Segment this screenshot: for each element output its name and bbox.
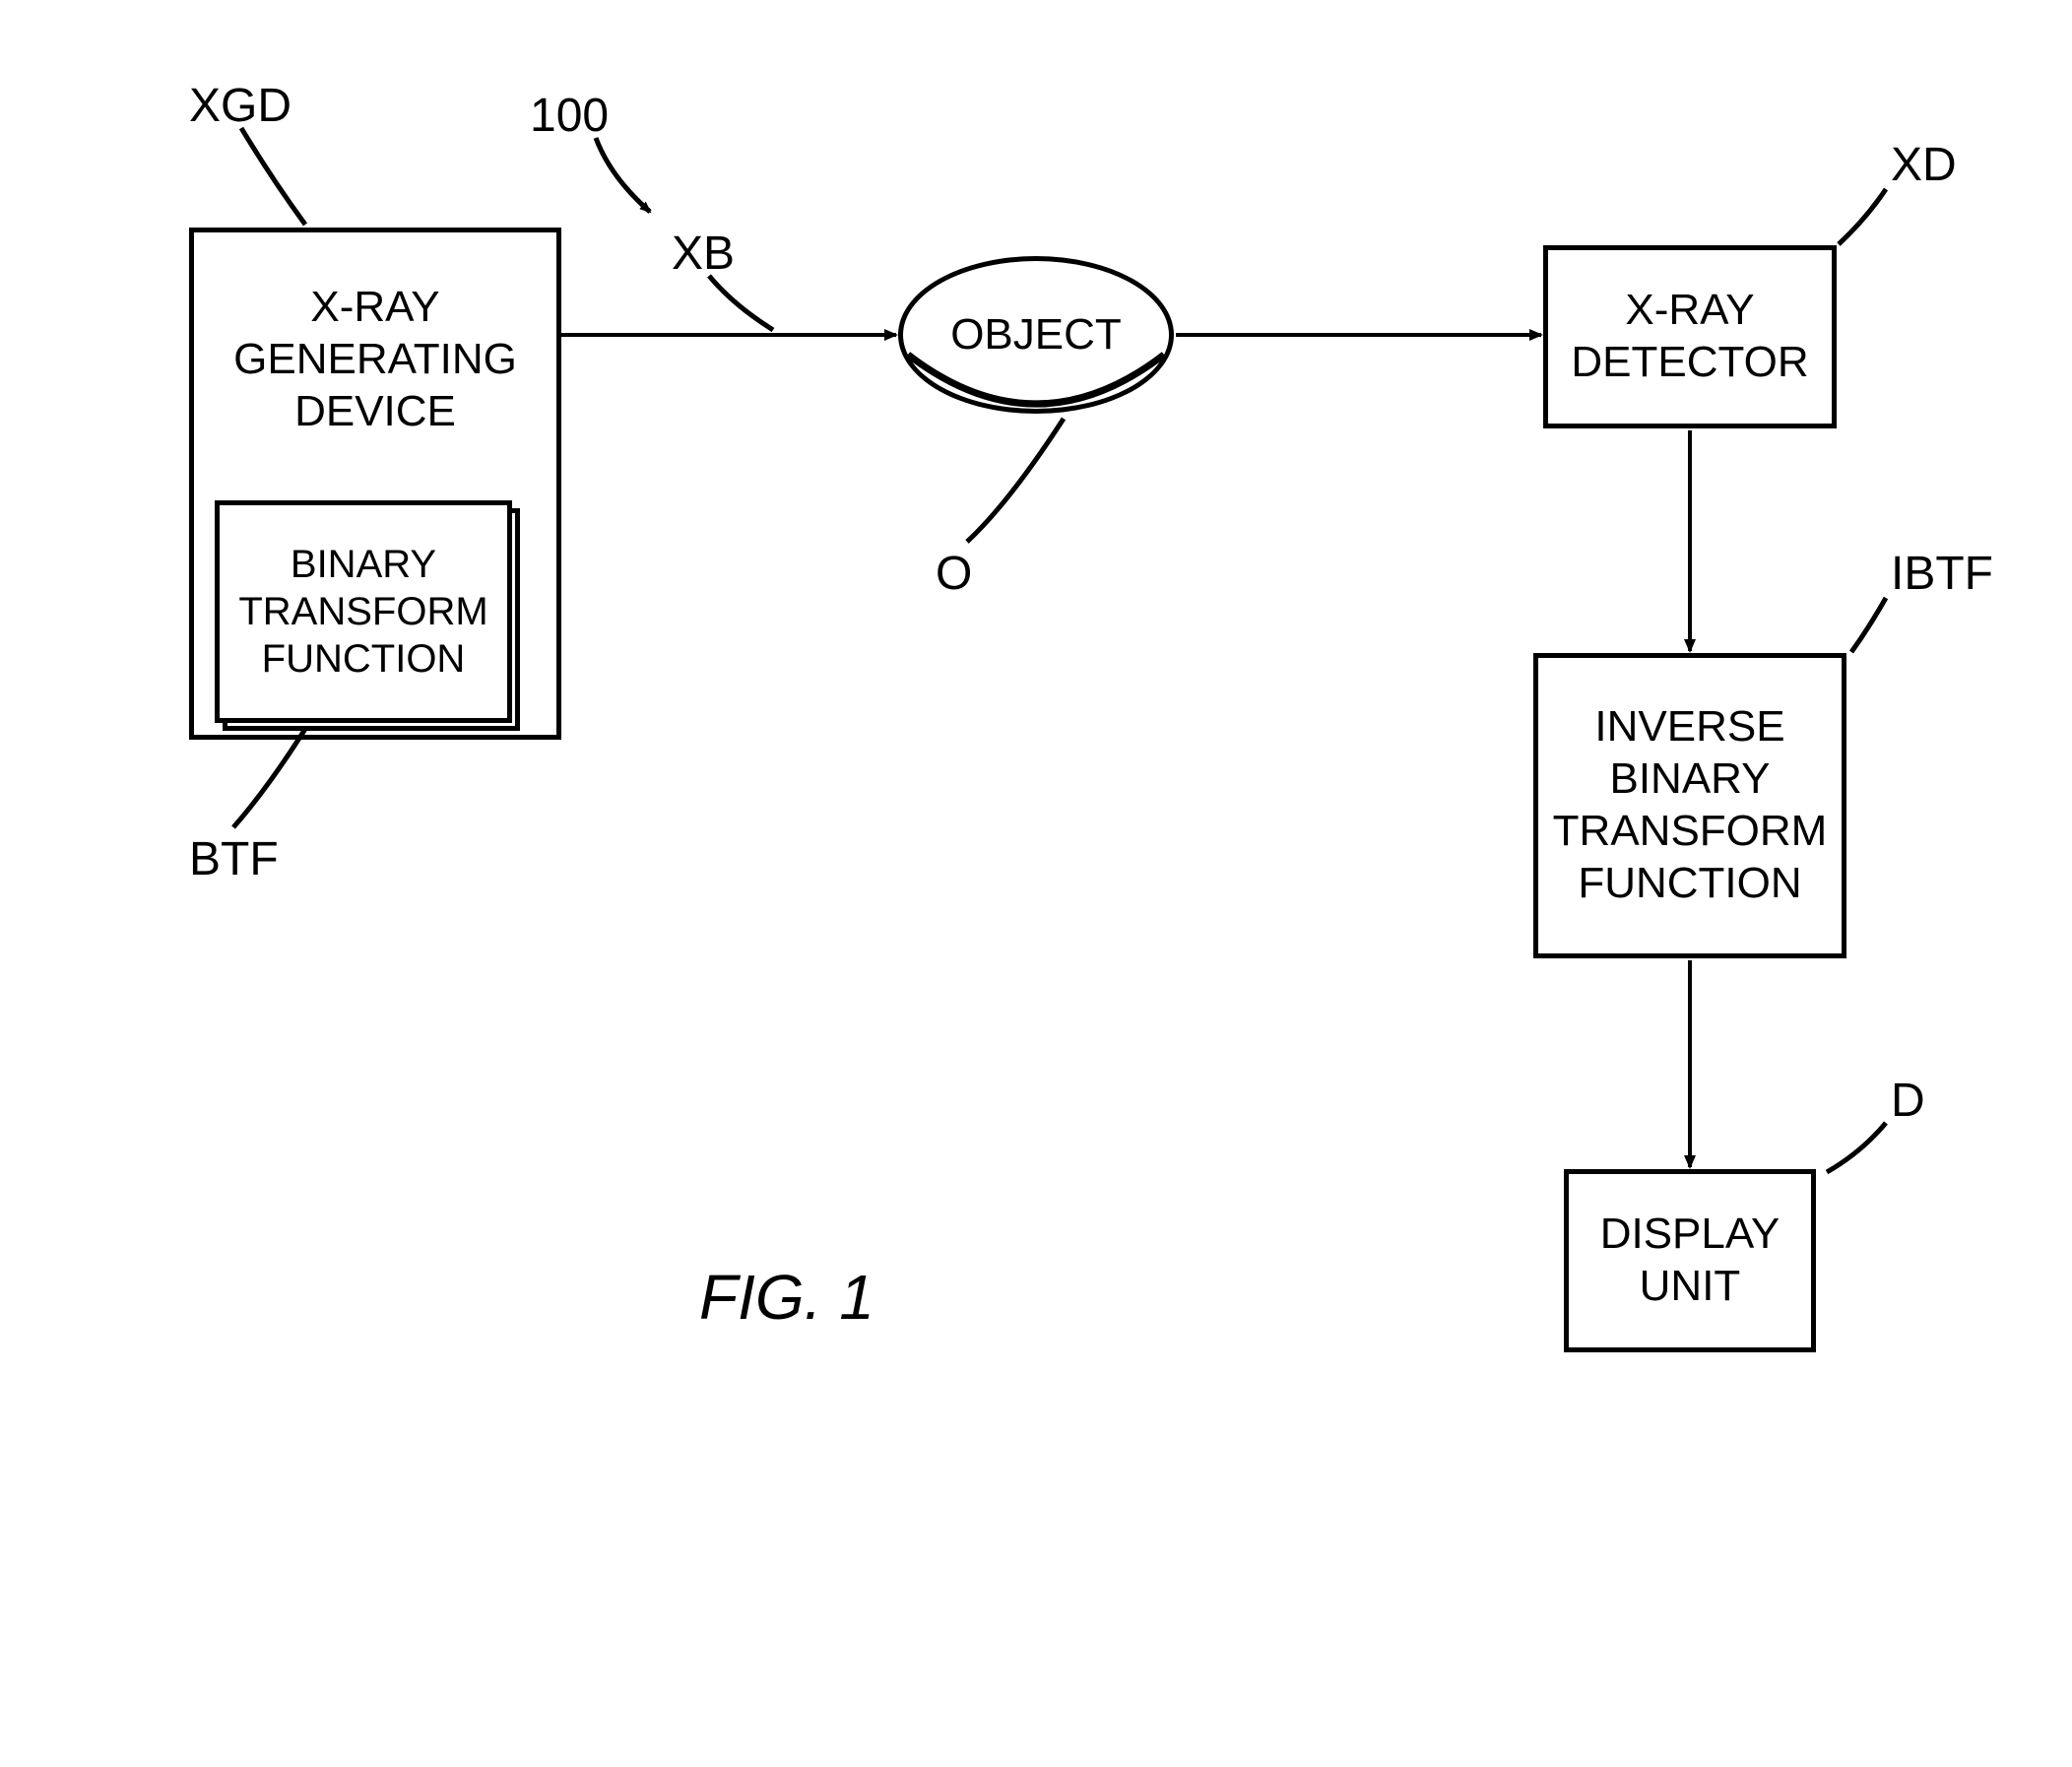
callout-xd: XD <box>1891 138 1957 192</box>
node-xd: X-RAY DETECTOR <box>1543 245 1837 428</box>
leader-d <box>1827 1123 1886 1172</box>
node-d-label: DISPLAY UNIT <box>1600 1209 1781 1313</box>
leader-ibtf <box>1851 598 1886 652</box>
leader-xb <box>709 276 773 330</box>
figure-label: FIG. 1 <box>699 1261 874 1334</box>
node-xd-label: X-RAY DETECTOR <box>1571 285 1808 389</box>
callout-ibtf: IBTF <box>1891 547 1993 601</box>
leader-xd <box>1839 189 1886 244</box>
block-diagram: X-RAY GENERATING DEVICE BINARY TRANSFORM… <box>0 0 2072 1767</box>
node-ibtf: INVERSE BINARY TRANSFORM FUNCTION <box>1533 653 1846 958</box>
leader-o <box>967 419 1064 542</box>
callout-xgd: XGD <box>189 79 291 133</box>
leader-btf <box>233 729 305 827</box>
node-ibtf-label: INVERSE BINARY TRANSFORM FUNCTION <box>1553 701 1828 909</box>
node-xgd-label: X-RAY GENERATING DEVICE <box>233 282 517 437</box>
callout-100: 100 <box>530 89 609 143</box>
leader-100 <box>596 138 650 212</box>
callout-d: D <box>1891 1074 1925 1128</box>
node-object: OBJECT <box>898 256 1174 414</box>
node-d: DISPLAY UNIT <box>1564 1169 1816 1352</box>
callout-btf: BTF <box>189 832 279 886</box>
node-btf: BINARY TRANSFORM FUNCTION <box>215 500 512 723</box>
leader-xgd <box>241 128 305 225</box>
node-btf-label: BINARY TRANSFORM FUNCTION <box>238 541 487 683</box>
node-object-label: OBJECT <box>950 310 1122 360</box>
callout-xb: XB <box>672 227 735 281</box>
callout-o: O <box>936 547 972 601</box>
